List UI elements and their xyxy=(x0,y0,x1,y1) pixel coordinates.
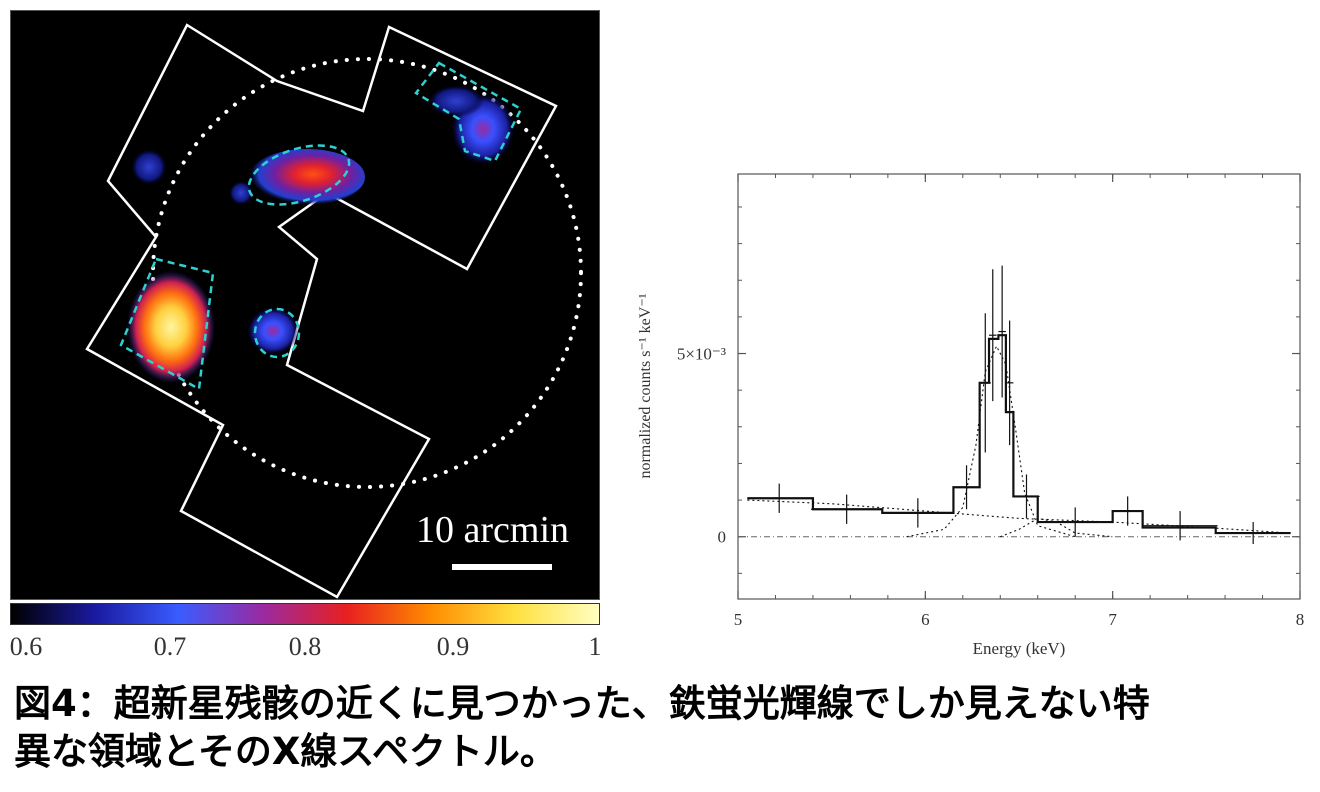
axis-ticks: 5 6 7 8 0 5×10⁻³ xyxy=(677,174,1304,629)
model-curves xyxy=(747,334,1291,538)
model-component-line xyxy=(1000,517,1113,538)
xray-map-panel xyxy=(10,10,600,600)
bright-emission-region xyxy=(127,271,215,383)
x-tick-label: 6 xyxy=(921,610,930,629)
x-tick-label: 8 xyxy=(1296,610,1305,629)
colorbar-tick: 0.6 xyxy=(9,632,43,661)
remnant-dotted-outline xyxy=(151,57,583,489)
y-tick-label: 0 xyxy=(718,528,727,547)
y-tick-label: 5×10⁻³ xyxy=(677,345,726,364)
upper-right-faint-emission xyxy=(428,85,484,117)
caption-line-2: 異な領域とそのX線スペクトル。 xyxy=(14,730,557,773)
scale-bar xyxy=(452,564,552,570)
colorbar-tick: 1 xyxy=(588,632,602,661)
extraction-region-center xyxy=(247,144,351,206)
scale-bar-label: 10 arcmin xyxy=(416,509,570,551)
extraction-regions xyxy=(119,61,523,392)
xray-spectrum-chart: 5 6 7 8 0 5×10⁻³ Energy (keV) normalized coun… xyxy=(620,160,1320,680)
faint-emission-left xyxy=(131,149,167,185)
x-axis-label: Energy (keV) xyxy=(973,639,1066,658)
caption-line-1: 図4：超新星残骸の近くに見つかった、鉄蛍光輝線でしか見えない特 xyxy=(14,682,1150,725)
faint-emission-center xyxy=(229,181,253,205)
colorbar xyxy=(10,603,600,625)
extraction-region-small xyxy=(253,307,301,359)
central-emission-region xyxy=(249,149,365,205)
extraction-region-left xyxy=(119,257,215,392)
x-tick-label: 7 xyxy=(1108,610,1117,629)
x-tick-label: 5 xyxy=(734,610,743,629)
model-component-line xyxy=(906,344,1076,538)
colorbar-tick: 0.9 xyxy=(436,632,470,661)
data-points xyxy=(747,265,1291,545)
colorbar-tick: 0.7 xyxy=(153,632,187,661)
colorbar-tick: 0.8 xyxy=(288,632,322,661)
plot-frame xyxy=(737,173,1301,600)
spectrum-plot: 5 6 7 8 0 5×10⁻³ Energy (keV) normalized coun… xyxy=(637,173,1304,658)
figure-caption: 図4：超新星残骸の近くに見つかった、鉄蛍光輝線でしか見えない特 異な領域とそのX… xyxy=(14,680,1314,776)
field-of-view-outline xyxy=(85,23,558,599)
xray-map-graphic xyxy=(85,23,583,599)
y-axis-label: normalized counts s⁻¹ keV⁻¹ xyxy=(637,293,654,478)
extraction-region-upper-right xyxy=(414,61,523,163)
